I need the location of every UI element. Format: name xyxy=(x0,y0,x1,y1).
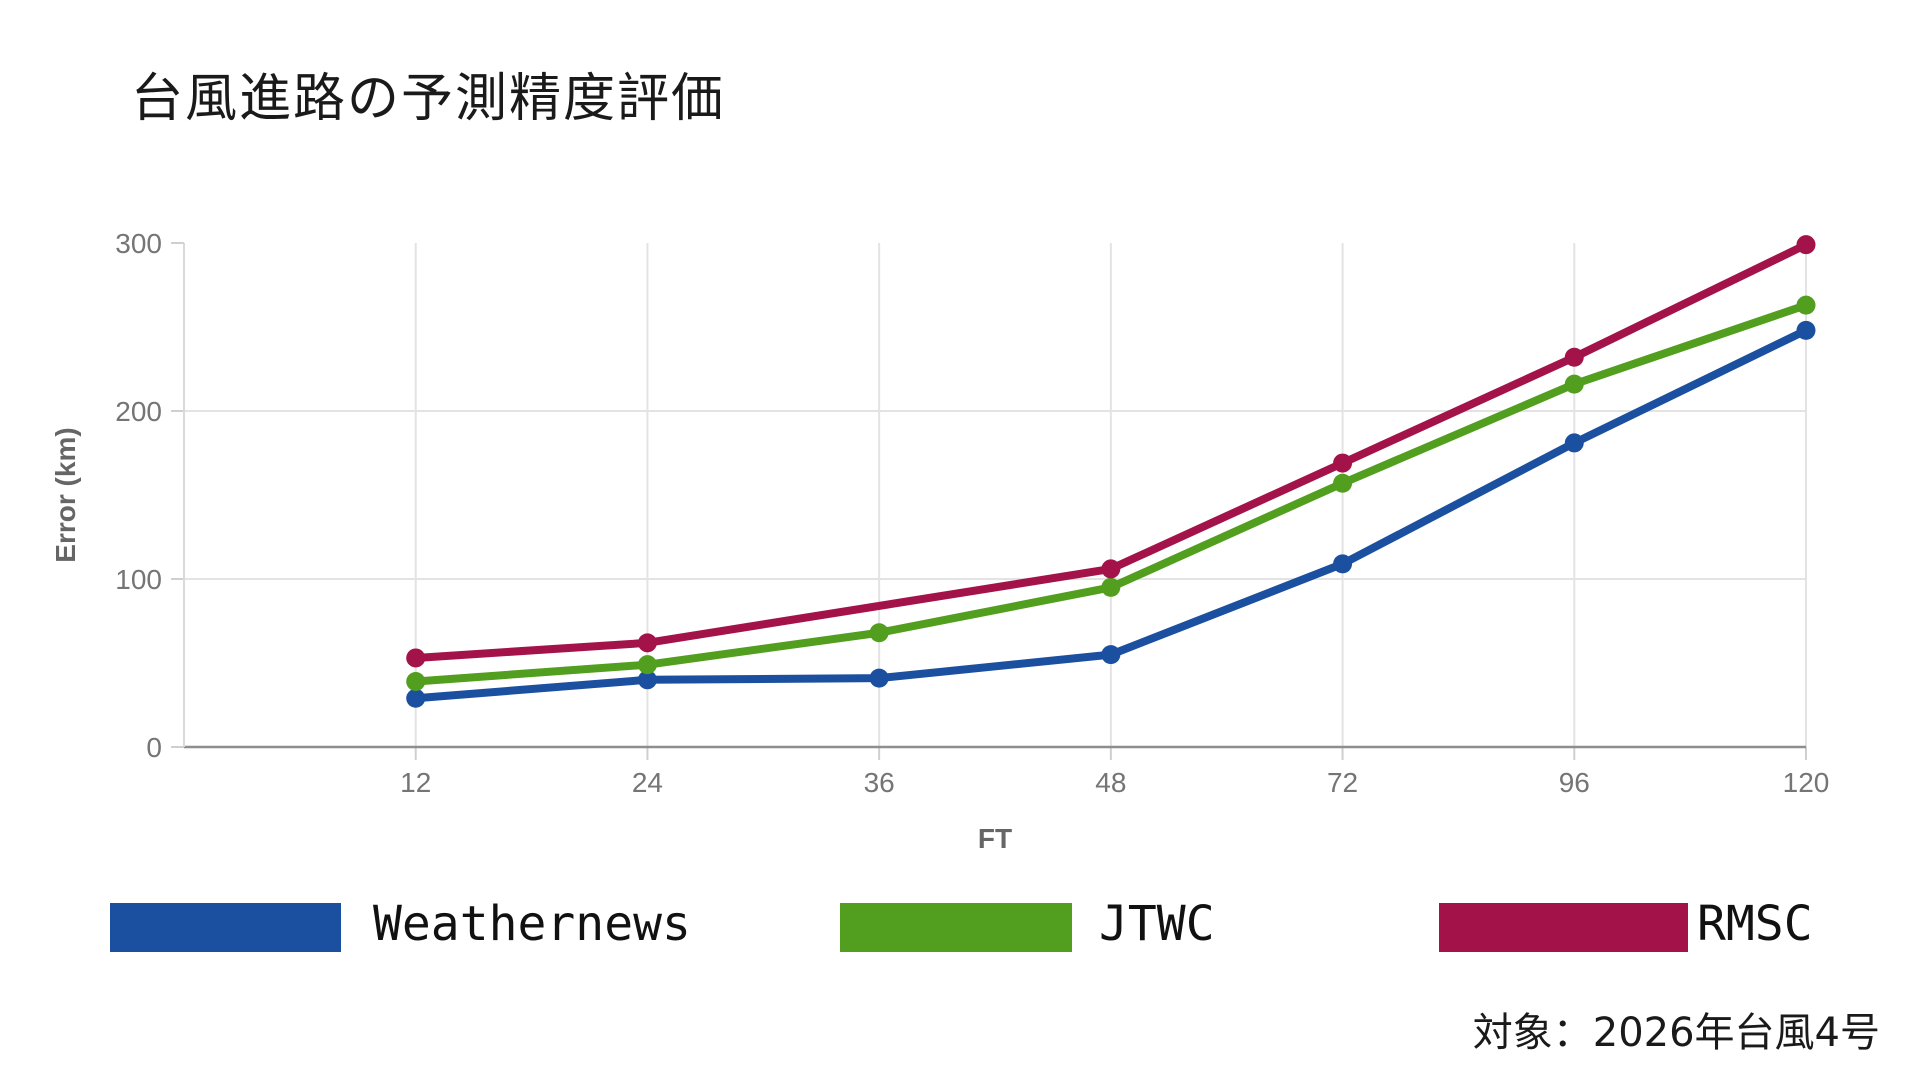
x-tick-label: 120 xyxy=(1783,767,1830,798)
y-tick-label: 100 xyxy=(115,564,162,595)
target-annotation: 対象：2026年台風4号 xyxy=(1472,1010,1880,1056)
data-point-rmsc xyxy=(637,633,657,653)
data-point-jtwc xyxy=(637,655,657,675)
y-tick-label: 300 xyxy=(115,228,162,259)
data-point-jtwc xyxy=(1564,374,1584,394)
data-point-rmsc xyxy=(1101,559,1121,579)
series-line-rmsc xyxy=(411,240,1810,662)
data-point-weathernews xyxy=(1796,320,1816,340)
legend-label-rmsc: RMSC xyxy=(1697,896,1813,952)
data-point-weathernews xyxy=(1564,433,1584,453)
x-tick-label: 24 xyxy=(632,767,663,798)
data-point-jtwc xyxy=(406,671,426,691)
data-point-weathernews xyxy=(406,688,426,708)
x-tick-label: 36 xyxy=(864,767,895,798)
legend-swatch-weathernews xyxy=(110,903,341,952)
legend-swatch-rmsc xyxy=(1439,903,1688,952)
data-point-jtwc xyxy=(869,623,889,643)
legend-swatch-jtwc xyxy=(840,903,1072,952)
data-point-weathernews xyxy=(869,668,889,688)
x-tick-label: 12 xyxy=(400,767,431,798)
data-point-jtwc xyxy=(1333,473,1353,493)
legend-label-jtwc: JTWC xyxy=(1099,896,1215,952)
x-axis-title: FT xyxy=(978,823,1012,854)
data-point-rmsc xyxy=(1796,235,1816,255)
data-point-jtwc xyxy=(1796,295,1816,315)
y-tick-label: 0 xyxy=(146,732,162,763)
data-point-rmsc xyxy=(406,648,426,668)
y-axis-title: Error (km) xyxy=(50,427,81,562)
chart-title: 台風進路の予測精度評価 xyxy=(131,69,726,129)
data-point-rmsc xyxy=(1333,453,1353,473)
x-tick-label: 48 xyxy=(1095,767,1126,798)
data-point-weathernews xyxy=(1333,554,1353,574)
x-tick-label: 96 xyxy=(1559,767,1590,798)
legend-label-weathernews: Weathernews xyxy=(373,896,691,952)
data-point-weathernews xyxy=(1101,645,1121,665)
x-tick-label: 72 xyxy=(1327,767,1358,798)
data-point-jtwc xyxy=(1101,577,1121,597)
y-tick-label: 200 xyxy=(115,396,162,427)
data-point-rmsc xyxy=(1564,347,1584,367)
data-point-weathernews xyxy=(637,670,657,690)
